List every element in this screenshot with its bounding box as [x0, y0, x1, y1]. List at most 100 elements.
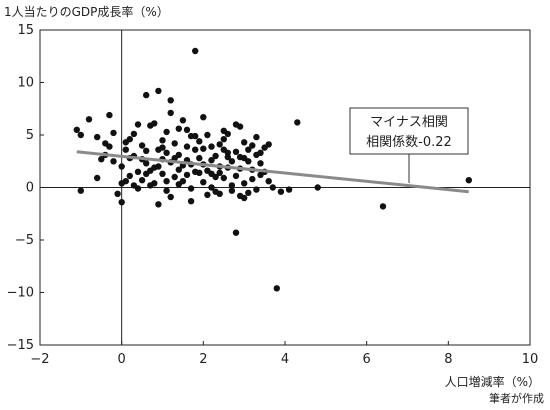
data-point [155, 146, 162, 153]
data-point [143, 147, 150, 154]
data-point [147, 182, 154, 189]
data-point [257, 160, 264, 167]
data-point [465, 177, 472, 184]
data-point [187, 198, 195, 205]
data-point [253, 133, 260, 141]
data-point [265, 141, 272, 148]
x-tick-label: 8 [444, 352, 452, 367]
tick-labels: −2 0 2 4 6 8 10 −15 −10 −5 0 5 10 15 [7, 23, 539, 367]
data-point [126, 172, 133, 180]
data-point [241, 139, 248, 146]
data-point [273, 285, 280, 292]
data-point [183, 143, 191, 150]
data-point [216, 169, 223, 176]
data-point [212, 188, 219, 195]
data-point [241, 194, 248, 202]
x-tick-label: −2 [30, 352, 49, 367]
data-point [77, 131, 85, 139]
y-tick-label: −15 [7, 338, 34, 353]
data-point [143, 91, 150, 99]
points-layer [73, 47, 472, 292]
data-point [220, 146, 227, 153]
y-axis-label: 1人当たりのGDP成長率（%） [4, 4, 169, 19]
y-tick-label: −5 [15, 233, 34, 248]
data-point [85, 116, 93, 123]
data-point [163, 187, 170, 194]
data-point [314, 184, 321, 191]
data-point [232, 172, 240, 180]
data-point [232, 121, 240, 128]
data-point [167, 97, 174, 104]
plot-area [39, 29, 531, 346]
trend-line [76, 150, 469, 194]
data-point [253, 186, 260, 193]
data-point [175, 125, 182, 132]
data-point [232, 229, 240, 236]
data-point [122, 139, 129, 146]
x-tick-label: 4 [281, 352, 289, 367]
data-point [236, 153, 244, 161]
data-point [196, 138, 203, 145]
data-point [228, 182, 236, 189]
data-point [204, 131, 211, 139]
data-point [143, 170, 150, 177]
data-point [220, 174, 227, 182]
data-point [228, 158, 236, 165]
data-point [106, 143, 113, 150]
y-tick-label: 10 [17, 76, 34, 91]
data-point [151, 120, 158, 127]
data-point [118, 180, 125, 187]
data-point [208, 170, 215, 177]
data-point [175, 166, 182, 173]
data-point [106, 111, 113, 119]
data-point [294, 119, 301, 126]
data-point [216, 141, 223, 148]
data-point [208, 184, 215, 191]
data-point [196, 154, 203, 162]
data-point [175, 151, 182, 159]
data-point [224, 130, 231, 138]
data-point [192, 47, 199, 55]
data-point [204, 191, 211, 198]
data-point [171, 140, 178, 147]
data-point [179, 178, 187, 185]
data-point [187, 185, 195, 192]
data-point [155, 201, 162, 208]
data-point [159, 170, 166, 177]
data-point [94, 133, 101, 141]
data-point [192, 168, 199, 175]
data-point [200, 145, 207, 152]
data-point [277, 188, 285, 195]
data-point [200, 179, 207, 186]
data-point [155, 87, 162, 95]
y-tick-label: 15 [17, 23, 34, 38]
data-point [94, 174, 101, 182]
data-point [257, 149, 264, 156]
data-point [187, 132, 195, 140]
data-point [212, 152, 219, 160]
data-point [192, 146, 199, 153]
annotation-line1: マイナス相関 [370, 115, 448, 130]
y-tick-label: 0 [26, 181, 34, 196]
data-point [130, 130, 138, 138]
data-point [77, 187, 85, 194]
data-point [98, 156, 105, 163]
y-tick-label: 5 [26, 128, 34, 143]
data-point [163, 128, 170, 136]
data-point [171, 173, 178, 181]
data-point [122, 146, 129, 153]
data-point [379, 203, 387, 210]
data-point [249, 142, 256, 149]
data-point [143, 160, 150, 167]
data-point [138, 142, 146, 149]
data-point [265, 178, 272, 185]
data-point [232, 148, 240, 155]
annotation-box [349, 107, 469, 155]
x-tick-label: 6 [363, 352, 371, 367]
data-point [118, 163, 125, 170]
data-point [151, 164, 158, 171]
data-point [245, 146, 252, 153]
data-point [245, 189, 252, 196]
data-point [269, 184, 276, 191]
